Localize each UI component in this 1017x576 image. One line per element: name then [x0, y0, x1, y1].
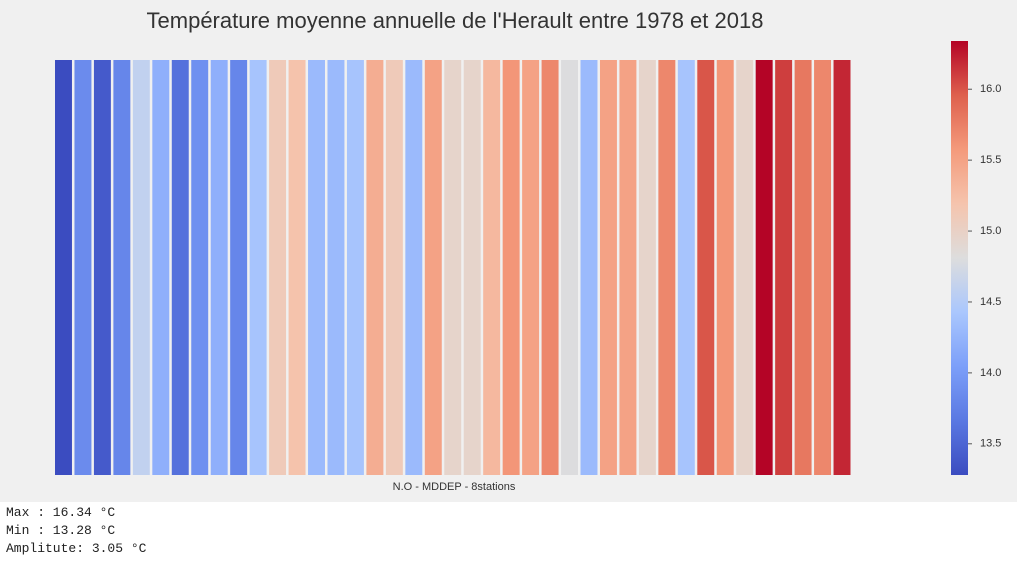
- stripe: [677, 60, 695, 475]
- stripe: [658, 60, 676, 475]
- stripe: [775, 60, 793, 475]
- stripe: [191, 60, 209, 475]
- stripe: [308, 60, 325, 475]
- stripe: [210, 60, 228, 475]
- x-axis-label: N.O - MDDEP - 8stations: [393, 481, 516, 493]
- stripe: [483, 60, 501, 475]
- stripe: [736, 60, 754, 475]
- colorbar-tick-label: 14.0: [980, 367, 1001, 379]
- stripe: [385, 60, 403, 475]
- stripe: [132, 60, 150, 475]
- stripe: [522, 60, 540, 475]
- stripe: [561, 60, 579, 475]
- stripe: [697, 60, 715, 475]
- colorbar-tick-label: 14.5: [980, 296, 1001, 308]
- stripe: [619, 60, 637, 475]
- stripe: [599, 60, 617, 475]
- stripe: [346, 60, 364, 475]
- chart: Température moyenne annuelle de l'Heraul…: [0, 0, 1017, 502]
- colorbar-tick-label: 15.0: [980, 225, 1001, 237]
- stripe: [366, 60, 384, 475]
- stats-output: Max : 16.34 °C Min : 13.28 °C Amplitute:…: [6, 504, 146, 558]
- stripe: [405, 60, 423, 475]
- stripe: [171, 60, 189, 475]
- stripe: [327, 60, 345, 475]
- stripe: [814, 60, 832, 475]
- stripe: [74, 60, 92, 475]
- colorbar-tick-label: 15.5: [980, 154, 1001, 166]
- stripe: [580, 60, 598, 475]
- stripe: [638, 60, 656, 475]
- stripe: [541, 60, 559, 475]
- stripe: [288, 60, 306, 475]
- stripe: [424, 60, 442, 475]
- chart-title: Température moyenne annuelle de l'Heraul…: [147, 8, 764, 33]
- stripe: [502, 60, 520, 475]
- stripe: [249, 60, 267, 475]
- stripe: [444, 60, 462, 475]
- stat-line: Amplitute: 3.05 °C: [6, 541, 147, 556]
- colorbar-tick-label: 16.0: [980, 83, 1001, 95]
- stat-line: Max : 16.34 °C: [6, 505, 116, 520]
- colorbar: [951, 41, 968, 475]
- stripe: [93, 60, 111, 475]
- colorbar-tick-label: 13.5: [980, 438, 1001, 450]
- stripe: [463, 60, 481, 475]
- stat-line: Min : 13.28 °C: [6, 523, 116, 538]
- stripe: [152, 60, 170, 475]
- stripe: [716, 60, 734, 475]
- stripe: [55, 60, 72, 475]
- stripe: [113, 60, 131, 475]
- stripe: [833, 60, 851, 475]
- stripe: [269, 60, 287, 475]
- stripe: [755, 60, 773, 475]
- stripe: [230, 60, 248, 475]
- stripe: [794, 60, 812, 475]
